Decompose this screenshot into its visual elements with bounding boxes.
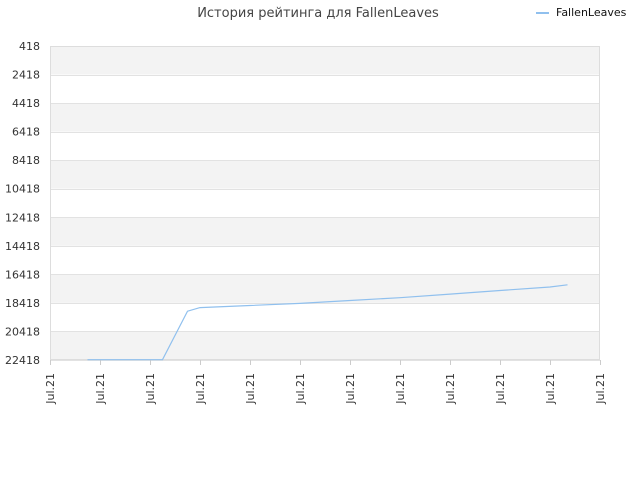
x-tick-label: Jul.21 — [494, 373, 507, 405]
plot-band — [50, 188, 600, 218]
legend-swatch — [536, 11, 549, 14]
plot-band — [50, 46, 600, 75]
y-tick-label: 2418 — [12, 69, 40, 82]
plot-bands — [50, 46, 600, 360]
plot-band — [50, 131, 600, 161]
x-tick-label: Jul.21 — [344, 373, 357, 405]
plot-band — [50, 245, 600, 275]
x-tick-label: Jul.21 — [394, 373, 407, 405]
y-axis: 418 2418 4418 6418 8418 10418 12418 14418 16418 1… — [5, 40, 40, 367]
x-tick-label: Jul.21 — [444, 373, 457, 405]
plot-band — [50, 302, 600, 332]
y-tick-label: 4418 — [12, 97, 40, 110]
plot-band — [50, 103, 600, 132]
legend-label: FallenLeaves — [556, 6, 627, 19]
y-tick-label: 418 — [19, 40, 40, 53]
x-tick-label: Jul.21 — [294, 373, 307, 405]
x-tick-label: Jul.21 — [94, 373, 107, 405]
series-line[interactable] — [87, 284, 568, 361]
plot-frame — [50, 46, 600, 360]
plot-band — [50, 74, 600, 104]
y-tick-label: 8418 — [12, 154, 40, 167]
plot-band — [50, 217, 600, 246]
x-tick-label: Jul.21 — [44, 373, 57, 405]
x-tick-label: Jul.21 — [144, 373, 157, 405]
y-tick-label: 10418 — [5, 183, 40, 196]
legend[interactable]: FallenLeaves — [536, 6, 626, 19]
y-tick-label: 12418 — [5, 211, 40, 224]
x-tick-label: Jul.21 — [544, 373, 557, 405]
series-lines — [87, 284, 568, 361]
y-tick-label: 22418 — [5, 354, 40, 367]
chart-title: История рейтинга для FallenLeaves — [197, 6, 439, 21]
y-tick-label: 6418 — [12, 126, 40, 139]
plot-band — [50, 274, 600, 303]
y-tick-label: 20418 — [5, 325, 40, 338]
plot-band — [50, 160, 600, 189]
plot-band — [50, 331, 600, 360]
x-tick-label: Jul.21 — [194, 373, 207, 405]
x-tick-label: Jul.21 — [244, 373, 257, 405]
y-tick-label: 14418 — [5, 240, 40, 253]
x-axis: Jul.21 Jul.21 Jul.21 Jul.21 Jul.21 Jul.21 Jul.… — [44, 360, 607, 405]
x-tick-label: Jul.21 — [594, 373, 607, 405]
y-tick-label: 18418 — [5, 297, 40, 310]
y-tick-label: 16418 — [5, 268, 40, 281]
